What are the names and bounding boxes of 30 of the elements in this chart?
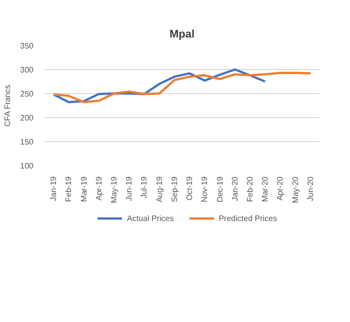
y-tick-label: 250 [20, 90, 34, 98]
y-tick-label: 100 [20, 162, 34, 170]
x-tick-label: Jun-19 [124, 176, 134, 201]
x-tick-label: Aug-19 [154, 176, 164, 202]
x-tick-label: Jun-20 [306, 176, 315, 201]
legend-label: Actual Prices [127, 213, 174, 223]
x-tick-label: Apr-20 [276, 176, 285, 201]
y-axis-title: CFA Francs [3, 84, 12, 127]
x-tick-label: Oct-19 [185, 176, 194, 201]
x-tick-label: Apr-19 [94, 176, 104, 201]
line-series [52, 68, 266, 104]
x-tick-label: Nov-19 [200, 176, 210, 202]
y-tick-label: 200 [20, 114, 34, 122]
chart-title: Mpal [169, 28, 195, 40]
x-tick-label: Mar-20 [260, 176, 270, 202]
x-tick-label: May-20 [290, 176, 300, 204]
x-tick-label: Sep-19 [170, 176, 179, 202]
line-series [52, 72, 312, 104]
x-tick-label: Jan-19 [49, 176, 58, 201]
x-tick-label: Jul-19 [140, 176, 149, 198]
x-tick-label: Feb-20 [245, 176, 254, 202]
y-tick-label: 300 [20, 66, 34, 74]
x-tick-label: Mar-19 [79, 176, 88, 202]
legend-label: Predicted Prices [218, 213, 277, 223]
y-tick-label: 150 [20, 138, 34, 146]
x-tick-label: May-19 [110, 176, 119, 204]
y-tick-label: 350 [20, 42, 34, 50]
x-tick-label: Dec-19 [215, 176, 224, 202]
x-tick-label: Jan-20 [230, 176, 240, 201]
x-tick-label: Feb-19 [64, 176, 74, 202]
